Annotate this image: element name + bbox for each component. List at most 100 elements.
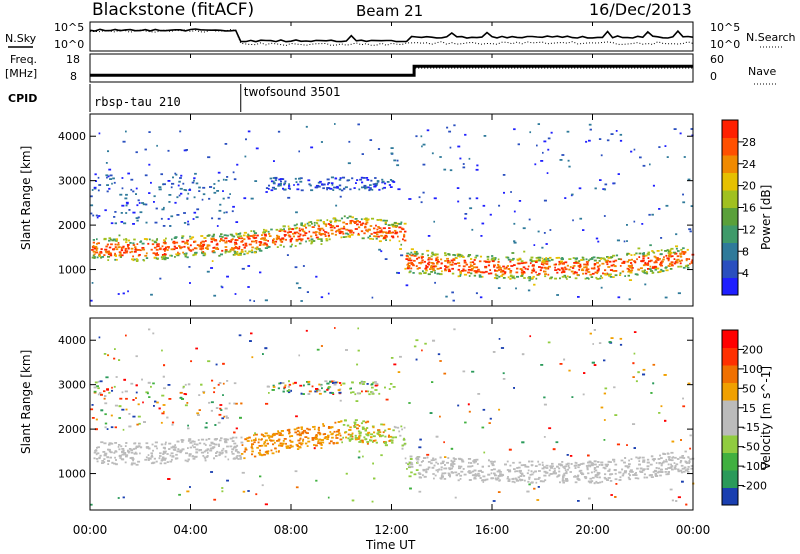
power-cell: [123, 222, 127, 225]
velocity-cell: [306, 432, 309, 434]
velocity-cell: [130, 449, 134, 452]
power-cell: [275, 237, 279, 240]
power-cell: [464, 133, 467, 136]
power-cell: [660, 237, 663, 239]
power-cell: [272, 177, 275, 179]
power-cell: [651, 267, 655, 269]
velocity-cell: [303, 429, 306, 432]
power-cell: [174, 236, 178, 238]
power-cell: [482, 204, 486, 207]
power-cell: [246, 236, 250, 238]
power-cell: [535, 271, 537, 274]
power-cell: [229, 233, 233, 236]
velocity-cell: [118, 359, 121, 361]
power-cell: [520, 260, 524, 263]
velocity-cell: [241, 444, 244, 446]
power-cell: [294, 266, 298, 269]
power-cell: [163, 206, 165, 209]
power-cell: [594, 187, 597, 190]
power-cell: [342, 221, 346, 224]
velocity-cell: [132, 415, 136, 418]
power-cell: [295, 231, 298, 234]
power-cell: [288, 227, 291, 230]
velocity-cell: [319, 442, 322, 445]
velocity-cell: [621, 474, 625, 477]
velocity-cell: [133, 442, 136, 445]
velocity-cell: [239, 458, 242, 460]
velocity-cell: [377, 430, 381, 433]
power-cell: [260, 238, 263, 240]
power-cell: [132, 255, 135, 258]
power-cell: [331, 182, 334, 185]
power-cell: [162, 255, 167, 257]
velocity-cell: [342, 424, 346, 426]
velocity-cell: [642, 368, 646, 371]
velocity-cell: [195, 347, 199, 350]
power-cell: [626, 267, 630, 270]
power-cell: [136, 259, 139, 261]
velocity-cell: [489, 417, 492, 420]
power-cell: [398, 226, 402, 229]
power-cell: [273, 238, 275, 240]
power-cell: [213, 183, 216, 185]
power-cell: [284, 235, 286, 237]
power-cell: [302, 234, 305, 237]
power-cell: [398, 240, 401, 243]
velocity-cell: [584, 476, 588, 479]
power-cell: [406, 263, 409, 266]
velocity-cell: [537, 486, 540, 488]
velocity-cell: [591, 476, 595, 479]
power-cell: [669, 255, 672, 258]
nave-line: [90, 67, 693, 77]
power-cell: [292, 232, 294, 235]
velocity-cell: [162, 452, 165, 455]
power-cell: [229, 240, 233, 243]
power-cell: [560, 271, 563, 274]
power-cell: [687, 264, 690, 267]
power-cell: [393, 229, 397, 232]
power-cell: [123, 238, 125, 241]
velocity-cell: [217, 443, 220, 446]
velocity-cell: [233, 431, 236, 434]
velocity-cell: [508, 470, 512, 473]
velocity-cell: [467, 465, 471, 468]
velocity-cell: [312, 426, 315, 428]
velocity-cell: [303, 384, 305, 387]
velocity-cell: [148, 447, 151, 450]
power-cell: [156, 238, 158, 240]
velocity-cell: [258, 438, 260, 441]
velocity-cell: [403, 437, 405, 440]
power-cell: [297, 235, 301, 238]
velocity-cell: [220, 409, 223, 411]
power-cell: [338, 178, 342, 181]
power-cell: [634, 273, 638, 276]
velocity-cell: [376, 384, 379, 386]
power-cell: [125, 239, 128, 241]
velocity-cell: [327, 496, 330, 499]
power-cell: [329, 224, 332, 226]
power-cell: [165, 237, 167, 240]
power-cell: [93, 256, 96, 258]
power-cell: [554, 266, 556, 269]
power-cell: [342, 227, 346, 230]
power-cell: [446, 257, 449, 260]
power-cell: [271, 186, 276, 189]
power-cell: [404, 267, 407, 270]
power-cell: [520, 274, 524, 277]
velocity-cell: [333, 430, 336, 433]
power-cell: [207, 234, 211, 237]
velocity-cell: [593, 468, 596, 471]
power-cell: [529, 262, 532, 265]
power-cell: [513, 264, 516, 266]
power-cell: [546, 172, 549, 174]
velocity-cell: [188, 453, 192, 455]
velocity-cell: [355, 400, 359, 402]
power-cell: [589, 258, 592, 261]
velocity-cell: [159, 452, 162, 455]
velocity-cell: [296, 433, 300, 436]
velocity-cell: [148, 328, 151, 331]
velocity-cell: [214, 424, 217, 426]
velocity-cell: [213, 498, 217, 501]
velocity-cell: [570, 463, 573, 465]
power-cell: [200, 247, 205, 250]
